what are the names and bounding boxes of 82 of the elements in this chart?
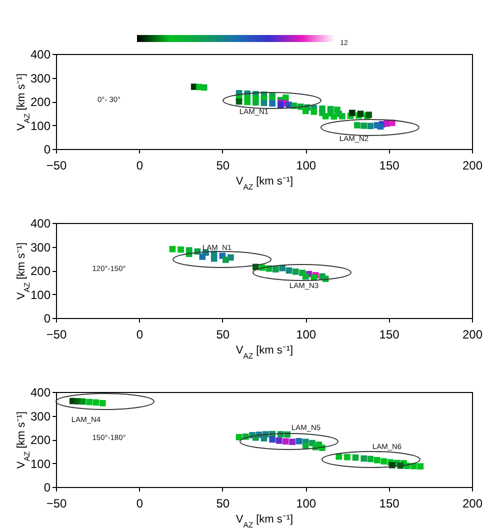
y-tick-label: 100 <box>30 118 51 133</box>
y-tick-label: 300 <box>30 409 51 424</box>
point <box>354 122 360 128</box>
y-tick-label: 0 <box>44 480 51 494</box>
y-tick-label: 400 <box>30 386 51 400</box>
point <box>310 108 318 115</box>
point <box>244 98 251 106</box>
point <box>222 256 229 263</box>
y-tick-label: 200 <box>30 95 51 109</box>
point <box>260 100 268 106</box>
point <box>236 98 242 105</box>
x-tick-label: 100 <box>296 496 316 510</box>
point <box>367 456 374 462</box>
point <box>339 113 346 120</box>
point <box>360 122 368 129</box>
point <box>272 266 279 272</box>
point <box>178 246 184 253</box>
point <box>302 442 309 449</box>
x-tick-label: 200 <box>462 496 483 510</box>
x-tick-label: 100 <box>296 158 316 172</box>
point <box>352 454 359 461</box>
point <box>286 267 292 274</box>
point <box>99 400 106 406</box>
x-tick-label: 50 <box>216 328 230 342</box>
x-tick-label: 0 <box>136 328 144 342</box>
x-tick-label: −50 <box>46 328 67 342</box>
x-tick-label: 100 <box>296 328 316 342</box>
point <box>336 453 342 460</box>
point <box>367 122 374 130</box>
y-tick-label: 0 <box>44 312 51 326</box>
point <box>199 254 206 260</box>
point <box>86 398 92 406</box>
point <box>360 455 368 462</box>
y-tick-label: 0 <box>44 142 51 156</box>
point <box>322 113 329 120</box>
point <box>79 398 86 405</box>
point <box>277 102 284 108</box>
y-tick-label: 400 <box>30 216 51 230</box>
x-axis-title: V$_{AZ}$ [km s⁻¹] <box>236 176 294 191</box>
x-axis-title: V$_{AZ}$ [km s⁻¹] <box>236 514 294 529</box>
y-tick-label: 300 <box>30 240 51 254</box>
point <box>210 255 218 262</box>
y-tick-label: 200 <box>30 264 51 278</box>
y-tick-label: 400 <box>30 48 51 62</box>
point <box>374 457 380 464</box>
point <box>417 463 424 470</box>
point <box>260 435 268 442</box>
point <box>380 458 387 465</box>
point <box>296 438 302 444</box>
x-tick-label: 0 <box>136 496 144 510</box>
point <box>377 123 384 130</box>
x-tick-label: −50 <box>46 158 67 172</box>
y-tick-label: 300 <box>30 71 51 86</box>
point <box>289 438 296 446</box>
point <box>330 113 338 120</box>
x-tick-label: 200 <box>462 328 483 342</box>
point <box>282 438 289 445</box>
point <box>236 434 242 440</box>
x-axis-title: V$_{AZ}$ [km s⁻¹] <box>236 344 294 360</box>
x-tick-label: 0 <box>136 158 144 172</box>
point <box>276 438 282 444</box>
point <box>292 268 299 275</box>
y-tick-label: 100 <box>30 456 51 471</box>
point <box>269 100 276 107</box>
point <box>252 99 259 106</box>
x-tick-label: 150 <box>379 496 400 510</box>
point <box>92 399 100 406</box>
x-tick-label: −50 <box>46 496 67 510</box>
point <box>269 436 276 443</box>
point <box>302 108 309 114</box>
point <box>200 84 208 91</box>
x-tick-label: 150 <box>379 158 400 172</box>
point <box>349 110 356 116</box>
y-tick-label: 200 <box>30 433 51 447</box>
y-tick-label: 100 <box>30 288 51 302</box>
x-tick-label: 50 <box>216 158 230 172</box>
point <box>344 454 350 460</box>
x-tick-label: 200 <box>462 158 483 172</box>
x-tick-label: 150 <box>379 328 400 342</box>
point <box>302 273 309 280</box>
point <box>169 246 176 252</box>
x-tick-label: 50 <box>216 496 230 510</box>
